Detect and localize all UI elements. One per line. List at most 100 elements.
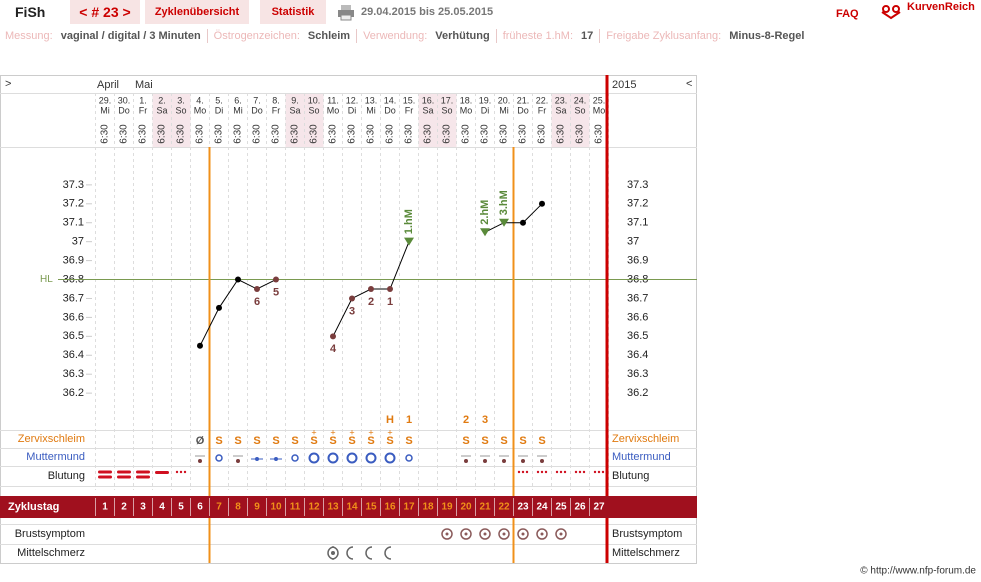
temperature-point xyxy=(520,219,526,226)
cycle-day-band xyxy=(0,496,697,518)
date-label: 2. xyxy=(158,95,166,105)
date-label: 29. xyxy=(99,95,112,105)
weekday-label: Mo xyxy=(593,105,606,115)
cycle-nav[interactable]: < # 23 > xyxy=(70,0,140,24)
row-label-right: Brustsymptom xyxy=(612,528,682,540)
row-label: Zervixschleim xyxy=(18,433,85,445)
peak-label: H xyxy=(386,414,394,426)
y-tick-label: 36.3 xyxy=(63,368,84,380)
breast-icon xyxy=(498,528,510,540)
setting-label: Östrogenzeichen: xyxy=(213,30,300,42)
y-tick-label-right: 37.2 xyxy=(627,198,648,210)
weekday-label: Sa xyxy=(422,105,433,115)
lower-label: 5 xyxy=(273,286,279,298)
time-label: 6:30 xyxy=(404,124,415,144)
weekday-label: So xyxy=(441,105,452,115)
row-label: Blutung xyxy=(48,470,85,482)
y-tick-label-right: 36.4 xyxy=(627,349,648,361)
spotting-icon xyxy=(183,470,187,474)
spotting-icon xyxy=(582,470,586,474)
tab[interactable]: Zyklenübersicht xyxy=(145,0,249,24)
spotting-icon xyxy=(601,470,605,474)
date-label: 15. xyxy=(403,95,416,105)
y-tick-label: 37.1 xyxy=(63,217,84,229)
nav-next[interactable]: < xyxy=(686,78,692,90)
midpain-icon xyxy=(346,546,354,560)
cycle-day: 7 xyxy=(216,502,222,513)
cycle-day: 6 xyxy=(197,502,203,513)
weekday-label: Fr xyxy=(272,105,281,115)
setting: Messung: vaginal / digital / 3 Minuten xyxy=(5,29,207,43)
weekday-label: Sa xyxy=(289,105,300,115)
spotting-icon xyxy=(578,470,582,474)
weekday-label: Do xyxy=(384,105,396,115)
nav-prev[interactable]: > xyxy=(5,78,11,90)
breast-icon xyxy=(536,528,548,540)
time-label: 6:30 xyxy=(328,124,339,144)
spotting-icon xyxy=(555,470,559,474)
cycle-day: 14 xyxy=(346,502,358,513)
coverline-label: HL xyxy=(40,274,53,285)
os-icon xyxy=(346,452,358,464)
date-label: 8. xyxy=(272,95,280,105)
breast-icon xyxy=(441,528,453,540)
time-label: 6:30 xyxy=(138,124,149,144)
os-icon xyxy=(327,452,339,464)
tab[interactable]: Statistik xyxy=(260,0,326,24)
cycle-day: 3 xyxy=(140,502,146,513)
weekday-label: Sa xyxy=(156,105,167,115)
cycle-day-title: Zyklustag xyxy=(8,501,59,513)
weekday-label: Do xyxy=(251,105,263,115)
temperature-point xyxy=(254,286,260,292)
breast-icon xyxy=(555,528,567,540)
weekday-label: Mi xyxy=(100,105,110,115)
y-tick-label: 36.5 xyxy=(63,330,84,342)
brand[interactable]: KurvenReich xyxy=(907,1,975,13)
y-tick-label: 36.6 xyxy=(63,311,84,323)
time-label: 6:30 xyxy=(556,124,567,144)
weekday-label: Fr xyxy=(538,105,547,115)
cycle-day: 2 xyxy=(121,502,127,513)
cervix-value: S xyxy=(329,435,336,447)
weekend-shade xyxy=(570,93,590,147)
spotting-icon xyxy=(563,470,567,474)
midpain-icon xyxy=(331,546,339,560)
weekend-shade xyxy=(285,93,305,147)
month-label: Mai xyxy=(135,79,153,91)
y-tick-label: 36.4 xyxy=(63,349,84,361)
breast-icon xyxy=(483,532,487,536)
date-range: 29.04.2015 bis 25.05.2015 xyxy=(361,6,494,18)
cycle-day: 21 xyxy=(479,502,491,513)
cervix-value: S xyxy=(215,435,222,447)
spotting-icon xyxy=(517,470,521,474)
faq-link[interactable]: FAQ xyxy=(836,8,859,20)
time-label: 6:30 xyxy=(119,124,130,144)
time-label: 6:30 xyxy=(537,124,548,144)
os-icon xyxy=(540,459,544,463)
breast-icon xyxy=(464,532,468,536)
date-label: 9. xyxy=(291,95,299,105)
lower-label: 4 xyxy=(330,343,337,355)
lower-label: 1 xyxy=(387,296,393,308)
y-tick-label-right: 36.5 xyxy=(627,330,648,342)
setting: Freigabe Zyklusanfang: Minus-8-Regel xyxy=(599,29,810,43)
y-tick-label: 36.2 xyxy=(63,387,84,399)
weekday-label: Sa xyxy=(555,105,566,115)
breast-icon xyxy=(559,532,563,536)
temperature-point xyxy=(273,276,279,283)
date-label: 25. xyxy=(593,95,606,105)
time-label: 6:30 xyxy=(252,124,263,144)
peak-label: 3 xyxy=(482,414,488,426)
weekday-label: Fr xyxy=(405,105,414,115)
date-label: 10. xyxy=(308,95,321,105)
cycle-day: 24 xyxy=(536,502,548,513)
cervix-value: S xyxy=(291,435,298,447)
weekday-label: So xyxy=(175,105,186,115)
printer-icon[interactable] xyxy=(338,5,354,21)
time-label: 6:30 xyxy=(518,124,529,144)
y-tick-label-right: 37 xyxy=(627,236,639,248)
date-label: 20. xyxy=(498,95,511,105)
weekday-label: Mi xyxy=(233,105,243,115)
